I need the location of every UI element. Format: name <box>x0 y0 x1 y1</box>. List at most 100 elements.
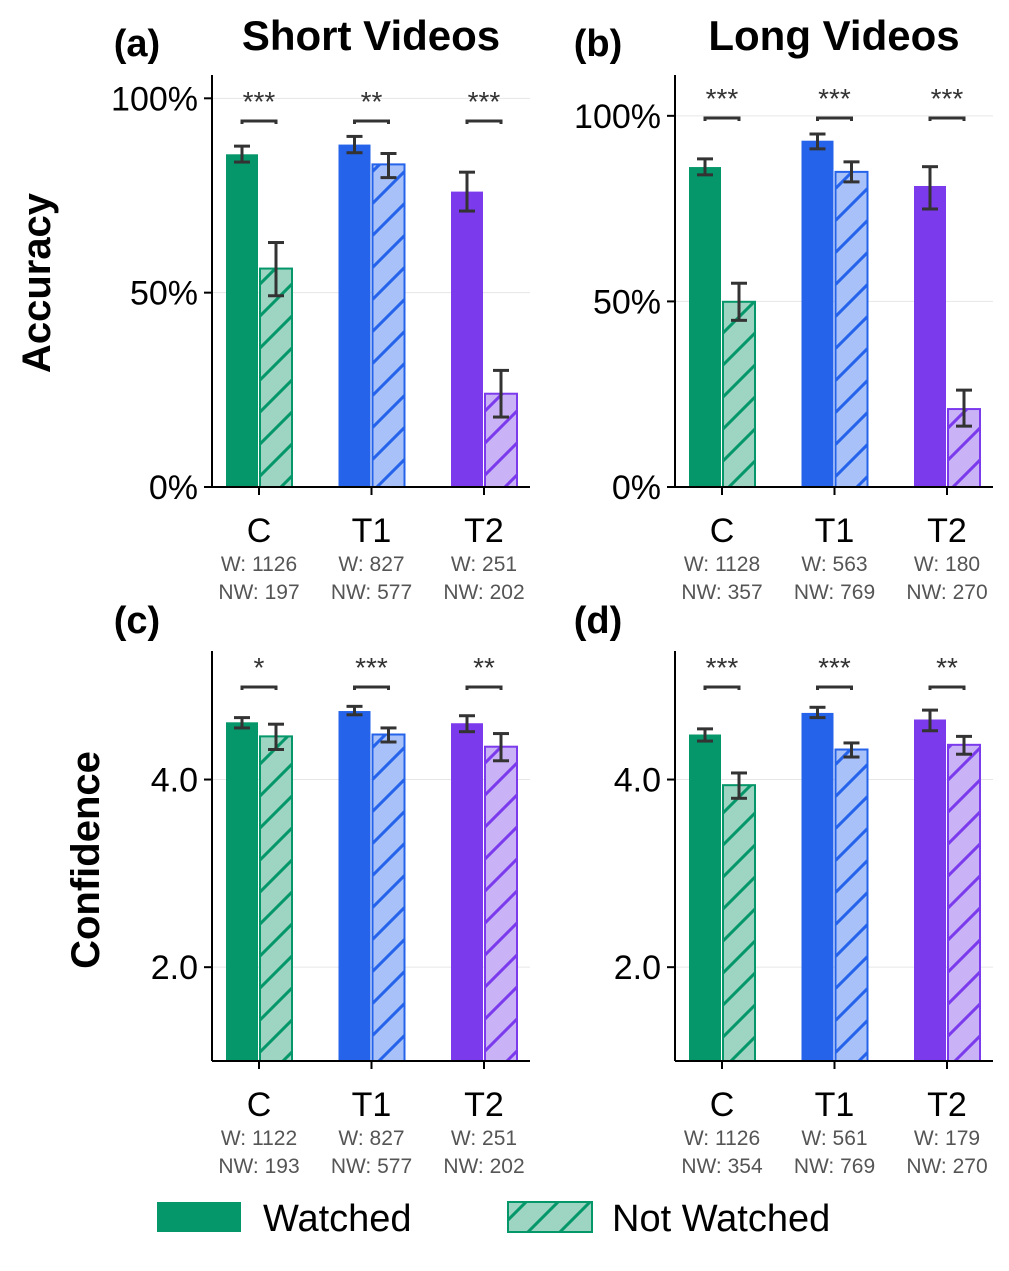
y-tick-label: 4.0 <box>614 762 661 800</box>
significance-stars: ** <box>361 86 383 117</box>
panel-letter: (b) <box>574 23 623 65</box>
bar-watched-t2 <box>451 723 483 1061</box>
x-tick-label: T1 <box>352 512 392 550</box>
x-tick-label: T1 <box>815 512 855 550</box>
significance-bracket <box>465 685 503 690</box>
significance-bracket <box>465 119 503 124</box>
significance-bracket <box>928 116 966 121</box>
y-tick-label: 4.0 <box>151 762 198 800</box>
y-tick-label: 50% <box>130 275 198 313</box>
x-tick-label: C <box>247 1086 272 1124</box>
legend-label-watched: Watched <box>263 1198 412 1240</box>
bar-watched-t1 <box>801 140 834 487</box>
legend-label-not-watched: Not Watched <box>612 1198 830 1240</box>
sample-count: W: 251 <box>451 553 517 576</box>
x-tick-label: C <box>710 1086 735 1124</box>
y-tick-label: 50% <box>593 283 661 321</box>
panel-d: (d) 2.0 4.0 *** C W: 1126 NW: 354 *** T1 W: 561 NW… <box>574 600 993 1178</box>
x-tick-label: T2 <box>464 512 504 550</box>
bar-watched-c <box>226 722 258 1061</box>
sample-count: NW: 357 <box>681 581 762 604</box>
significance-bracket <box>816 116 853 121</box>
significance-stars: *** <box>706 652 739 683</box>
y-tick-label: 100% <box>111 80 198 118</box>
y-tick-label: 0% <box>612 469 661 507</box>
significance-stars: *** <box>818 652 851 683</box>
legend: Watched Not Watched <box>157 1198 830 1240</box>
bar-not-watched-t1 <box>371 733 406 1063</box>
sample-count: W: 1128 <box>684 553 760 576</box>
panel-letter: (c) <box>114 600 160 642</box>
significance-stars: *** <box>818 83 851 114</box>
sample-count: W: 251 <box>451 1127 517 1150</box>
sample-count: NW: 769 <box>794 581 875 604</box>
legend-swatch-not-watched <box>507 1201 593 1233</box>
significance-stars: *** <box>931 83 964 114</box>
bar-not-watched-c <box>722 300 756 488</box>
legend-swatch-watched <box>157 1202 241 1232</box>
bar-watched-t1 <box>801 712 834 1061</box>
sample-count: W: 180 <box>914 553 980 576</box>
bar-watched-t2 <box>451 191 483 488</box>
significance-bracket <box>240 685 278 690</box>
significance-stars: ** <box>473 652 495 683</box>
sample-count: W: 561 <box>801 1127 867 1150</box>
y-tick-label: 0% <box>149 469 198 507</box>
y-tick-label: 2.0 <box>614 949 661 987</box>
sample-count: W: 1122 <box>221 1127 297 1150</box>
significance-bracket <box>353 119 390 124</box>
x-tick-label: T1 <box>815 1086 855 1124</box>
bar-not-watched-t1 <box>371 163 406 488</box>
bar-watched-t1 <box>338 144 371 487</box>
significance-stars: *** <box>468 86 501 117</box>
y-tick-label: 2.0 <box>151 949 198 987</box>
x-tick-label: C <box>247 512 272 550</box>
sample-count: W: 1126 <box>221 553 297 576</box>
sample-count: NW: 577 <box>331 581 412 604</box>
sample-count: W: 827 <box>338 553 404 576</box>
x-tick-label: T1 <box>352 1086 392 1124</box>
x-tick-label: T2 <box>927 1086 967 1124</box>
column-title-long: Long Videos <box>708 12 959 59</box>
bar-watched-c <box>689 167 721 487</box>
sample-count: W: 563 <box>801 553 867 576</box>
panel-c: (c) 2.0 4.0 * C W: 1122 NW: 193 *** T1 W: 827 NW: … <box>114 600 530 1178</box>
significance-bracket <box>703 685 741 690</box>
bar-not-watched-t2 <box>484 745 518 1062</box>
panel-a: (a) 0% 50% 100% *** C W: 1126 NW: 197 ** T1 W: 827… <box>111 23 530 604</box>
bar-not-watched-t2 <box>947 743 981 1063</box>
bar-not-watched-t1 <box>834 748 869 1062</box>
y-tick-label: 100% <box>574 98 661 136</box>
panel-letter: (a) <box>114 23 160 65</box>
significance-stars: * <box>254 652 265 683</box>
bar-not-watched-c <box>722 784 756 1062</box>
panel-b: (b) 0% 50% 100% *** C W: 1128 NW: 357 *** T1 W: 56… <box>574 23 993 604</box>
sample-count: NW: 193 <box>218 1155 299 1178</box>
sample-count: W: 827 <box>338 1127 404 1150</box>
sample-count: NW: 202 <box>443 581 524 604</box>
bar-not-watched-c <box>259 267 293 488</box>
column-title-short: Short Videos <box>242 12 500 59</box>
significance-bracket <box>703 116 741 121</box>
row-label-accuracy: Accuracy <box>15 192 59 373</box>
significance-bracket <box>816 685 853 690</box>
sample-count: NW: 769 <box>794 1155 875 1178</box>
sample-count: NW: 354 <box>681 1155 763 1178</box>
panel-letter: (d) <box>574 600 623 642</box>
significance-bracket <box>353 685 390 690</box>
sample-count: NW: 202 <box>443 1155 524 1178</box>
bar-watched-t1 <box>338 711 371 1061</box>
sample-count: NW: 577 <box>331 1155 412 1178</box>
significance-stars: *** <box>706 83 739 114</box>
bar-watched-c <box>689 734 721 1061</box>
bar-not-watched-t1 <box>834 170 869 488</box>
bar-watched-t2 <box>914 185 946 488</box>
significance-stars: *** <box>243 86 276 117</box>
x-tick-label: T2 <box>464 1086 504 1124</box>
sample-count: NW: 197 <box>218 581 299 604</box>
significance-stars: ** <box>936 652 958 683</box>
sample-count: NW: 270 <box>906 1155 987 1178</box>
sample-count: NW: 270 <box>906 581 987 604</box>
